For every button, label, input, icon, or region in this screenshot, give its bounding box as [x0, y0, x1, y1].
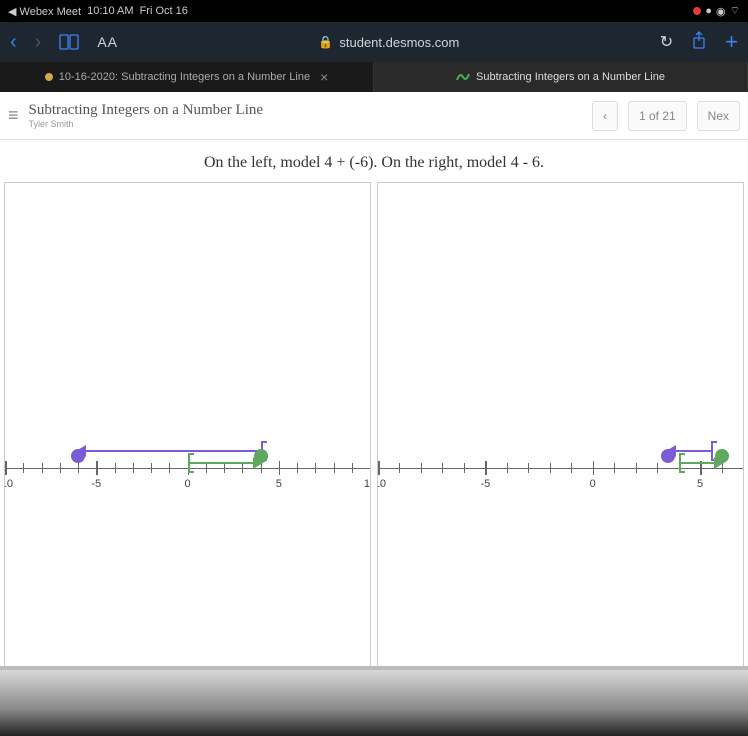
tick: [550, 463, 551, 473]
green-arrow-start-bracket: [188, 453, 190, 473]
tick: [421, 463, 422, 473]
green-arrow[interactable]: [188, 462, 261, 465]
tab-label: Subtracting Integers on a Number Line: [476, 71, 665, 83]
safari-toolbar: ‹ › AA 🔒 student.desmos.com ↻ +: [0, 22, 748, 62]
tick: [279, 461, 281, 475]
tab-desmos[interactable]: Subtracting Integers on a Number Line: [374, 62, 748, 92]
tick: [593, 461, 595, 475]
tick: [352, 463, 353, 473]
green-drag-dot[interactable]: [715, 449, 729, 463]
tick: [206, 463, 207, 473]
student-name: Tyler Smith: [29, 119, 582, 129]
new-tab-button[interactable]: +: [725, 29, 738, 55]
desmos-favicon: [456, 70, 470, 84]
status-date: Fri Oct 16: [140, 5, 188, 17]
activity-content: On the left, model 4 + (-6). On the righ…: [0, 140, 748, 736]
tick-label: 0: [184, 478, 190, 490]
tick: [78, 463, 79, 473]
tick: [224, 463, 225, 473]
tick: [464, 463, 465, 473]
tick: [571, 463, 572, 473]
photo-artifact: [0, 666, 748, 736]
tick: [334, 463, 335, 473]
tick: [96, 461, 98, 475]
tick: [242, 463, 243, 473]
text-size-button[interactable]: AA: [97, 34, 118, 50]
url-host: student.desmos.com: [339, 35, 459, 50]
wifi-icon: ◉: [716, 5, 726, 18]
tick: [23, 463, 24, 473]
moon-icon: ●: [705, 5, 712, 17]
back-button[interactable]: ‹: [10, 31, 17, 54]
close-tab-icon[interactable]: ×: [320, 69, 328, 85]
share-button[interactable]: [691, 31, 707, 54]
next-page-button[interactable]: Nex: [697, 101, 740, 131]
purple-drag-dot[interactable]: [661, 449, 675, 463]
tick: [657, 463, 658, 473]
tick-label: -10: [377, 478, 386, 490]
bookmarks-icon[interactable]: [59, 34, 79, 50]
recording-indicator: [693, 7, 701, 15]
tick: [115, 463, 116, 473]
tick-label: -5: [91, 478, 101, 490]
tab-assignment[interactable]: 10-16-2020: Subtracting Integers on a Nu…: [0, 62, 374, 92]
address-bar[interactable]: 🔒 student.desmos.com: [136, 35, 642, 50]
back-to-app[interactable]: ◀ Webex Meet: [8, 5, 81, 18]
status-time: 10:10 AM: [87, 5, 133, 17]
tick-label: 5: [276, 478, 282, 490]
menu-icon[interactable]: ≡: [8, 105, 19, 126]
activity-title: Subtracting Integers on a Number Line: [29, 102, 582, 119]
tick: [42, 463, 43, 473]
purple-arrow[interactable]: [78, 450, 261, 453]
tick: [5, 461, 7, 475]
tick: [485, 461, 487, 475]
tick: [315, 463, 316, 473]
tick: [60, 463, 61, 473]
green-drag-dot[interactable]: [254, 449, 268, 463]
tick-label: -10: [4, 478, 13, 490]
tick: [507, 463, 508, 473]
tick: [399, 463, 400, 473]
tick-label: 10: [364, 478, 371, 490]
prompt-text: On the left, model 4 + (-6). On the righ…: [0, 140, 748, 182]
prev-page-button[interactable]: ‹: [592, 101, 618, 131]
purple-arrow-start-bracket: [711, 441, 713, 461]
tick-label: -5: [480, 478, 490, 490]
tick: [442, 463, 443, 473]
tick: [151, 463, 152, 473]
status-right-icons: ● ◉ ⌔: [693, 4, 740, 18]
tab-favicon: [45, 73, 53, 81]
left-numberline-panel[interactable]: -10 -5 0 5 10: [4, 182, 371, 732]
battery-icon: ⌔: [730, 4, 740, 18]
tab-bar: 10-16-2020: Subtracting Integers on a Nu…: [0, 62, 748, 92]
tick: [743, 463, 744, 473]
tick-label: 0: [590, 478, 596, 490]
tick: [297, 463, 298, 473]
tick: [378, 461, 380, 475]
forward-button: ›: [35, 31, 42, 54]
tick: [528, 463, 529, 473]
tick: [614, 463, 615, 473]
tick: [133, 463, 134, 473]
desmos-header: ≡ Subtracting Integers on a Number Line …: [0, 92, 748, 140]
right-numberline-panel[interactable]: -10 -5 0 5: [377, 182, 744, 732]
purple-drag-dot[interactable]: [71, 449, 85, 463]
green-arrow-start-bracket: [679, 453, 681, 473]
ipad-status-bar: ◀ Webex Meet 10:10 AM Fri Oct 16 ● ◉ ⌔: [0, 0, 748, 22]
reload-button[interactable]: ↻: [660, 32, 673, 52]
tick-label: 5: [697, 478, 703, 490]
tick: [169, 463, 170, 473]
lock-icon: 🔒: [318, 35, 333, 49]
page-indicator: 1 of 21: [628, 101, 687, 131]
tick: [636, 463, 637, 473]
tick: [370, 461, 371, 475]
tab-label: 10-16-2020: Subtracting Integers on a Nu…: [59, 71, 310, 83]
